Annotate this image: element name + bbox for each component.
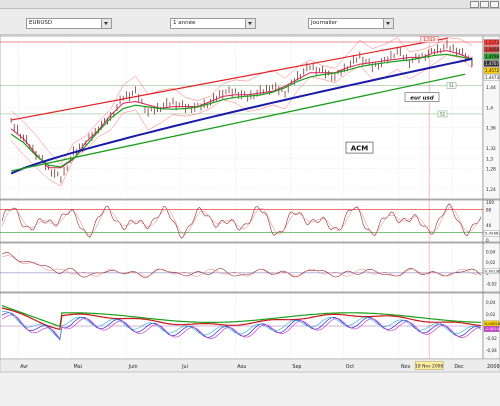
macd-value-box: [483, 326, 500, 332]
oscillator-value-box: [483, 230, 500, 237]
price-label: 1,4798: [485, 54, 499, 59]
cursor-date-label: 18 Nov 2008: [415, 364, 443, 370]
month-label: Nov: [401, 364, 411, 370]
month-label: Avr: [20, 364, 28, 370]
price-label: 1,4707: [485, 61, 499, 66]
macd-tick-label: -0,04: [486, 348, 497, 353]
long-moving-average: [10, 57, 473, 175]
acm-box: [345, 141, 374, 154]
momentum-signal-line: [1, 255, 482, 277]
price-tick-label: 1,24: [486, 187, 496, 193]
support-trendline: [10, 73, 466, 172]
price-label-box: [483, 53, 500, 60]
interval-select[interactable]: Journalier: [308, 18, 394, 29]
price-tick-label: 1,3: [486, 156, 493, 162]
minimize-icon[interactable]: [470, 1, 479, 8]
mom-panel: [0, 242, 484, 293]
macd-tick-label: 0,04: [486, 300, 496, 305]
chevron-down-icon[interactable]: [245, 19, 255, 28]
macd-value-label: 0,00024: [485, 322, 500, 326]
mom-axis-panel: [482, 242, 500, 293]
oscillator-value-label: 5,4266: [485, 231, 499, 236]
macd-red-line: [1, 307, 482, 331]
momentum-tick-label: 0,02: [486, 260, 496, 265]
price-label-box: [483, 60, 500, 67]
macd-magenta-line: [1, 314, 482, 340]
close-icon[interactable]: [490, 1, 499, 8]
oscillator-tick-label: 80: [486, 208, 492, 213]
month-label: Aou: [237, 364, 246, 370]
month-label: Oct: [346, 364, 354, 370]
fast-moving-average: [10, 50, 473, 169]
momentum-tick-label: 0,04: [486, 249, 496, 254]
marker-label-box: [420, 36, 439, 43]
price-panel: [0, 35, 484, 200]
osc-panel: [0, 199, 484, 243]
s1-annotation: S1: [449, 83, 455, 88]
s1-box: [446, 82, 457, 89]
oscillator-tick-label: 40: [486, 223, 492, 228]
macd-cyan-line: [1, 310, 482, 340]
price-tick-label: 1,36: [486, 126, 496, 132]
macd-green-line: [1, 305, 481, 328]
chevron-down-icon[interactable]: [383, 19, 393, 28]
oscillator-signal-line: [1, 207, 482, 235]
resistance-trendline: [11, 37, 449, 121]
month-label: Sep: [292, 364, 301, 370]
month-label: Juin: [128, 364, 138, 370]
price-label-box: [483, 46, 500, 53]
marker-label: 1,513: [423, 37, 435, 42]
eur-usd-box: [404, 92, 440, 102]
chart-toolbar: EURUSD 1 année Journalier: [0, 9, 500, 35]
momentum-tick-label: -0,02: [486, 282, 497, 287]
bollinger-lower: [10, 54, 473, 187]
period-select[interactable]: 1 année: [170, 18, 256, 29]
chevron-down-icon[interactable]: [101, 19, 111, 28]
period-value: 1 année: [173, 20, 196, 26]
interval-value: Journalier: [311, 20, 338, 26]
momentum-value-box: [483, 268, 500, 274]
price-tick-label: 1,32: [486, 146, 496, 152]
oscillator-tick-label: 0: [486, 238, 489, 243]
month-label: Jui: [181, 364, 188, 370]
price-label-box: [483, 39, 500, 46]
eur-usd-annotation: eur usd: [410, 96, 433, 102]
title-strip: [0, 0, 500, 9]
macd-tick-label: -0,02: [486, 336, 497, 341]
oscillator-tick-label: 100: [486, 200, 494, 205]
momentum-value-label: 0,00196: [485, 268, 500, 273]
macd-tick-label: 0,02: [486, 312, 496, 317]
month-label: Mai: [74, 364, 82, 370]
chart-area[interactable]: Avr Mai Juin Jui Aou Sep Oct Nov Dec 2009 18 Nov 2…: [0, 34, 500, 406]
short-moving-average: [10, 53, 473, 168]
price-tick-label: 1,44: [486, 85, 496, 91]
price-label-box: [483, 67, 500, 74]
price-label: 1,4572: [485, 68, 499, 73]
price-label-box: [483, 74, 500, 81]
bollinger-upper: [10, 37, 473, 166]
cursor-date-box: [414, 361, 444, 370]
symbol-value: EURUSD: [29, 20, 53, 26]
acm-annotation: ACM: [351, 145, 369, 153]
year-label: 2009: [487, 364, 500, 370]
s2-annotation: S2: [440, 111, 446, 116]
s2-box: [437, 110, 448, 118]
price-label: 1,5373: [485, 40, 499, 45]
maximize-icon[interactable]: [480, 1, 489, 8]
price-tick-label: 1,4: [486, 105, 493, 111]
time-axis-panel: [0, 358, 500, 373]
price-tick-label: 1,28: [486, 166, 496, 172]
macd-blue-line: [1, 312, 482, 341]
month-label: Dec: [454, 364, 464, 370]
price-label: 1,4668: [485, 47, 499, 52]
price-label: 1,4473: [485, 75, 499, 80]
macd-value-label: -0,0014: [485, 327, 500, 331]
symbol-select[interactable]: EURUSD: [26, 18, 112, 29]
